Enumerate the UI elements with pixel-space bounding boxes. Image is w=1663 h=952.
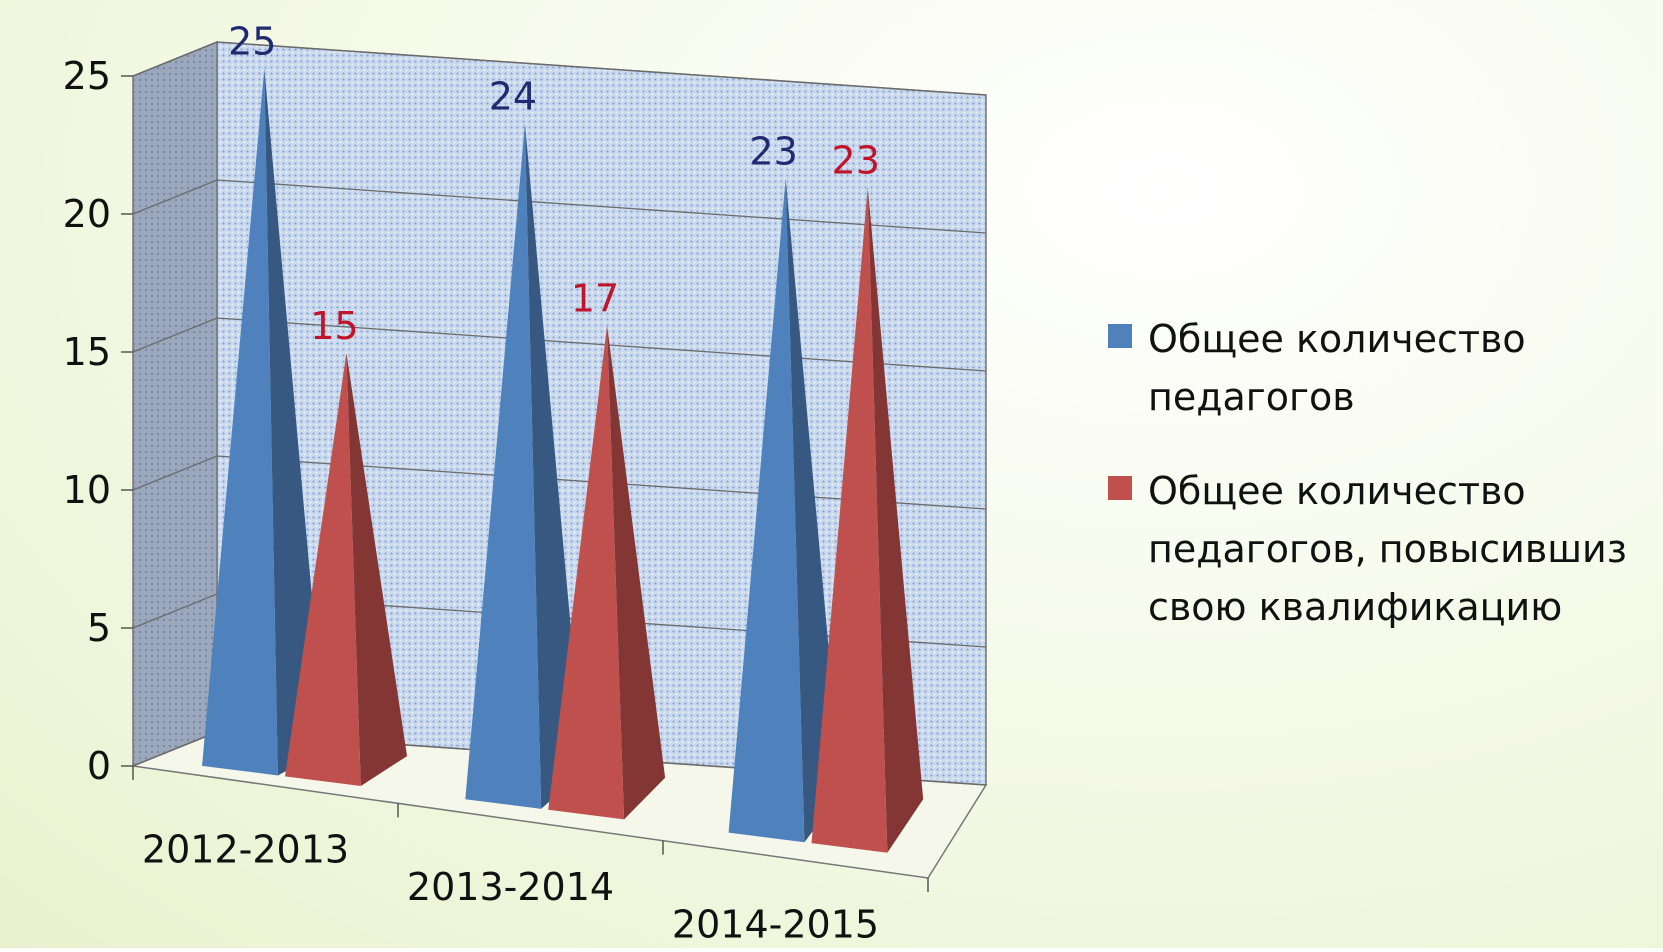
value-label: 24 [489, 75, 537, 119]
legend-entry: Общее количество педагогов [1108, 310, 1663, 426]
value-label: 17 [571, 276, 619, 320]
value-label: 23 [832, 138, 880, 182]
x-tick-label: 2014-2015 [672, 902, 879, 946]
legend-swatch [1108, 476, 1132, 500]
side-wall [133, 42, 217, 766]
value-label: 23 [749, 130, 797, 174]
y-tick-label: 20 [63, 192, 111, 236]
x-tick-label: 2013-2014 [407, 865, 614, 909]
value-label: 15 [310, 304, 358, 348]
legend-entry: Общее количество педагогов, повысившиз с… [1108, 462, 1663, 636]
y-tick-label: 5 [87, 606, 111, 650]
legend-label: Общее количество педагогов, повысившиз с… [1148, 462, 1648, 636]
y-tick-label: 25 [63, 54, 111, 98]
value-label: 25 [228, 19, 276, 63]
x-tick-label: 2012-2013 [142, 828, 349, 872]
legend: Общее количество педагогов Общее количест… [1108, 310, 1663, 672]
legend-swatch [1108, 324, 1132, 348]
y-tick-label: 10 [63, 468, 111, 512]
legend-label: Общее количество педагогов [1148, 310, 1648, 426]
slide: 0 5 10 15 20 25 2012-2013 2013-2014 2014-2015 25 1… [0, 0, 1663, 948]
y-tick-label: 0 [87, 744, 111, 788]
y-tick-label: 15 [63, 330, 111, 374]
